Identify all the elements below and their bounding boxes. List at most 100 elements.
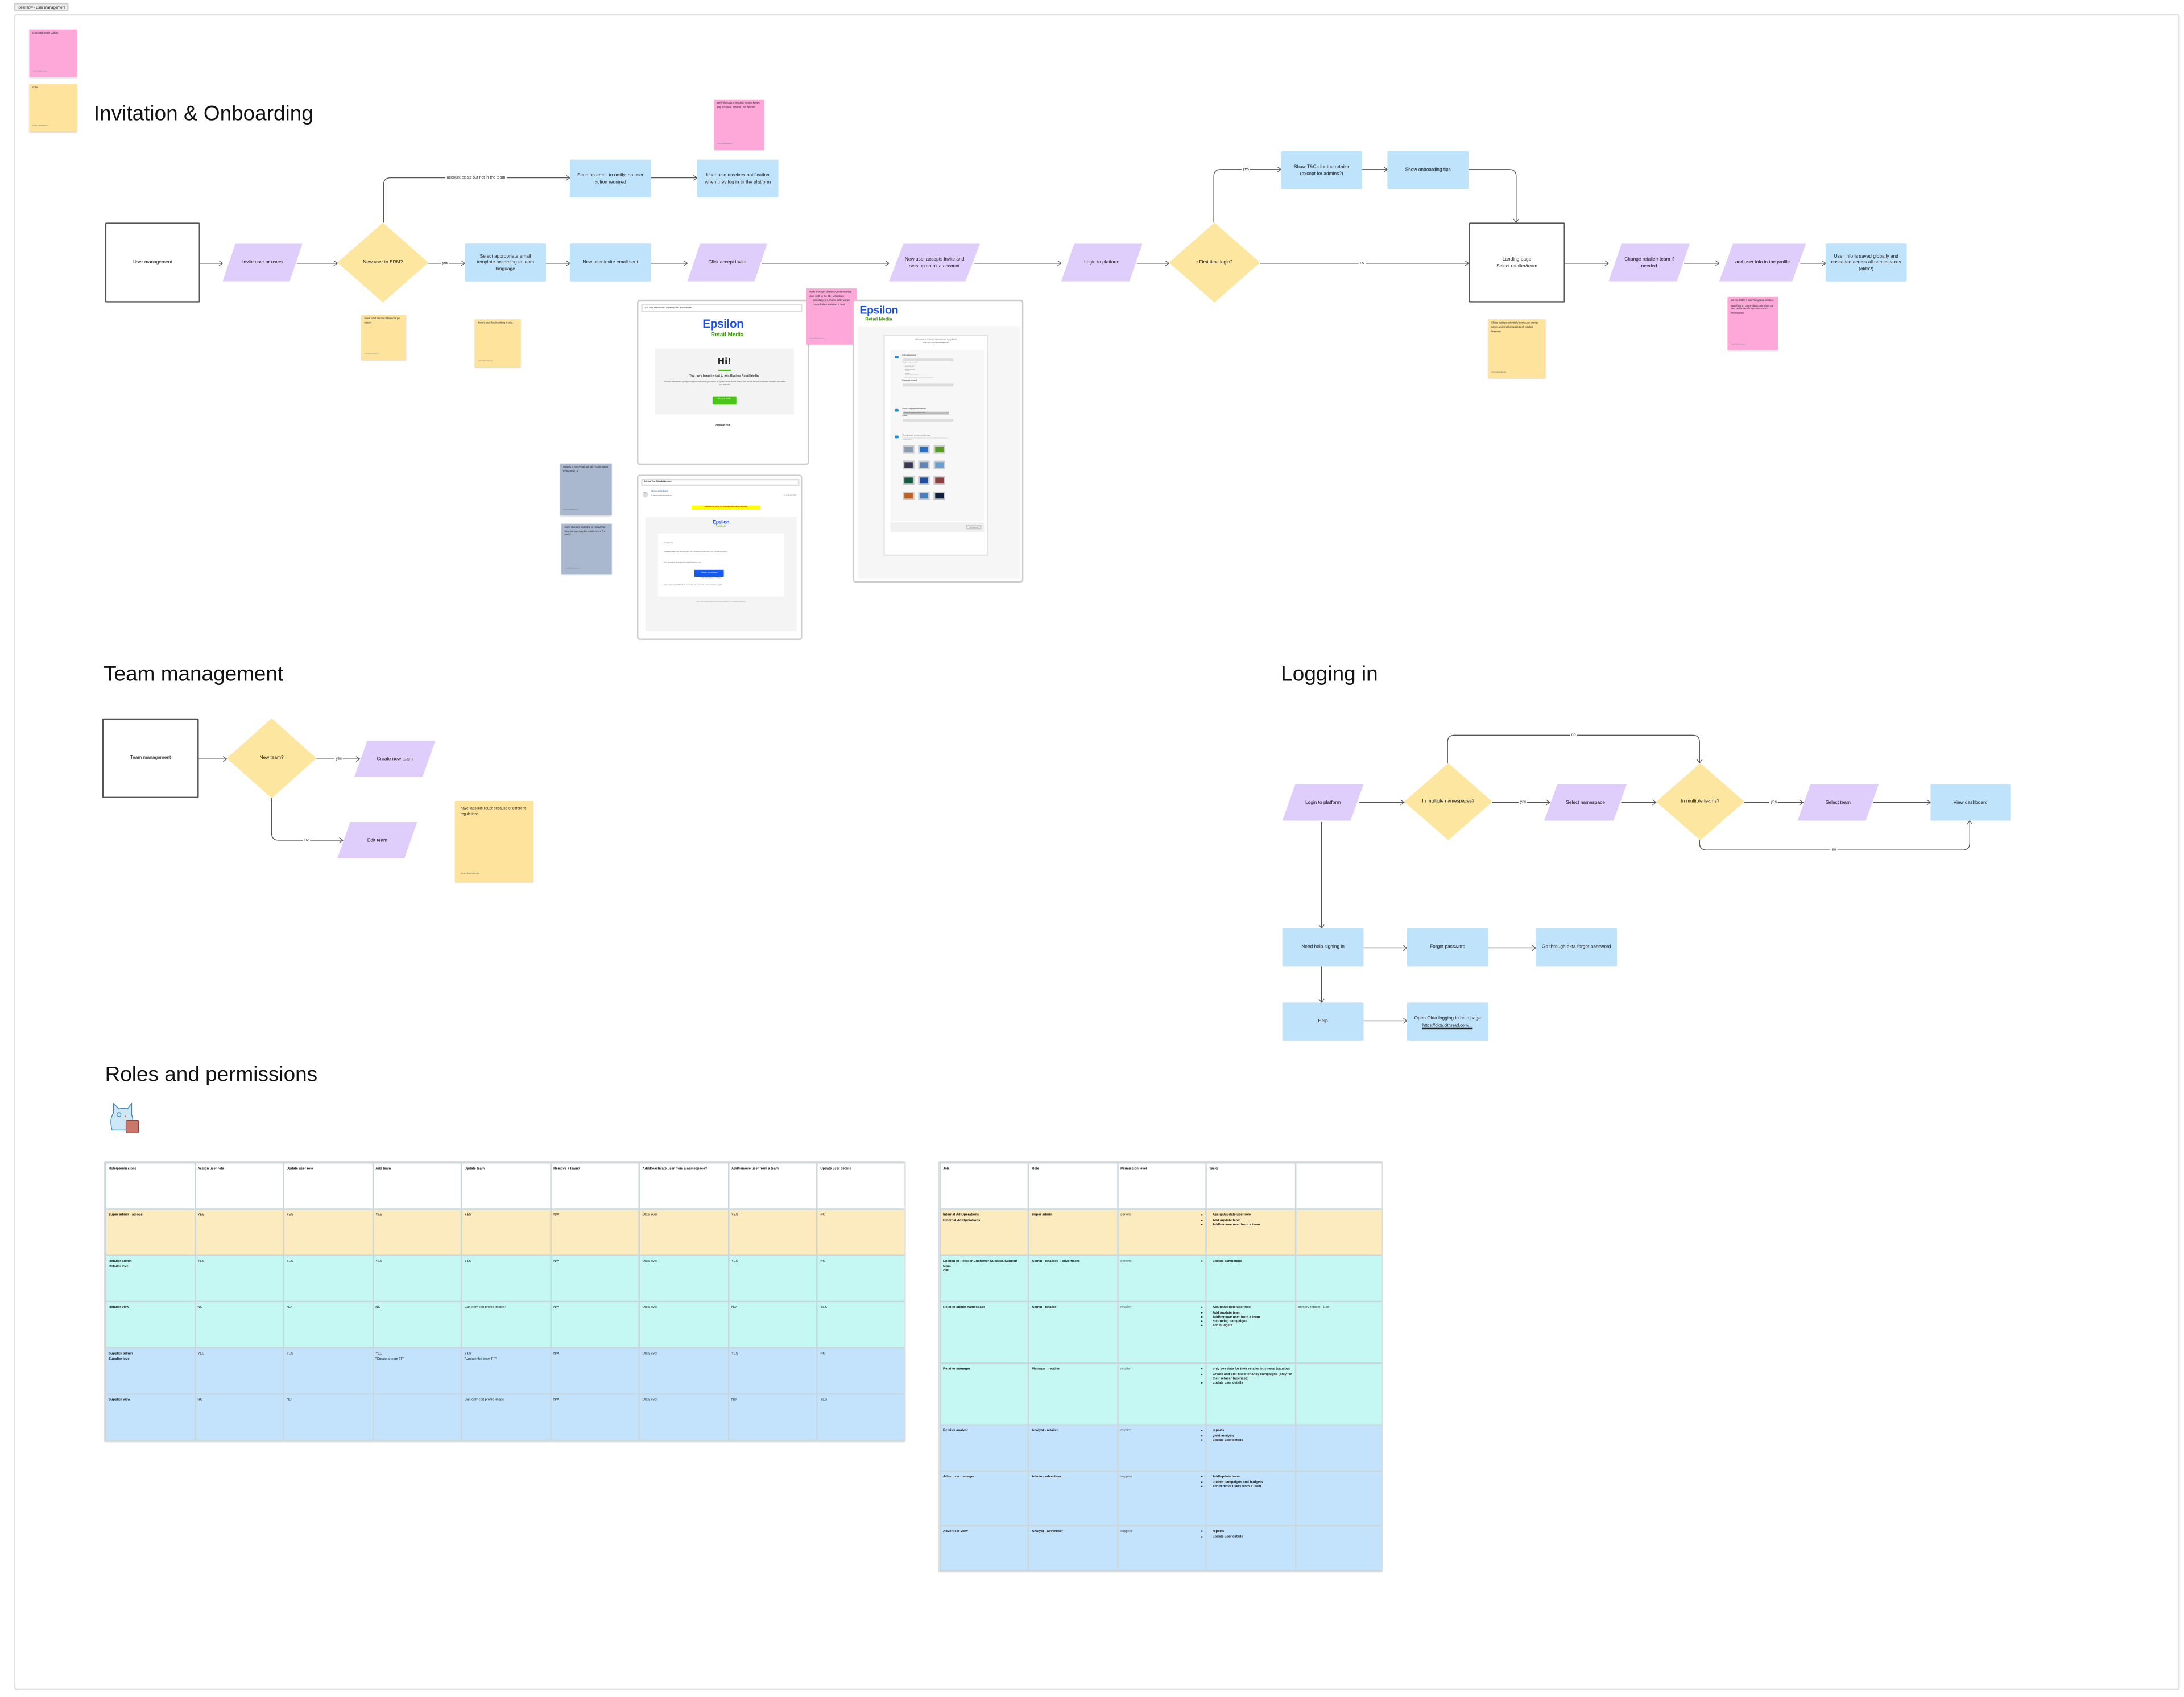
security-image-option[interactable]: [933, 460, 945, 469]
epsilon-logo: Epsilon: [713, 519, 729, 526]
node-user-management[interactable]: User management: [105, 222, 200, 303]
security-image-option[interactable]: [933, 476, 945, 485]
repeat-password-input[interactable]: [902, 383, 953, 387]
permission-cell: YES "Update the team FF": [461, 1347, 552, 1395]
permission-level-cell: retailer: [1116, 1424, 1207, 1472]
security-image-option[interactable]: [917, 491, 930, 500]
node-onboarding-tips[interactable]: Show onboarding tips: [1387, 151, 1469, 189]
sticky-note[interactable]: check with Uncle Callum Anara Davletaliy…: [29, 29, 77, 77]
sender-avatar: CA: [642, 491, 648, 497]
permission-cell: Okta level: [639, 1347, 730, 1395]
security-image-option[interactable]: [933, 491, 945, 500]
answer-input[interactable]: [902, 418, 953, 422]
permission-cell: NO: [194, 1300, 284, 1349]
question-select[interactable]: What is the food you least liked as a ch…: [902, 411, 949, 414]
node-select-namespace[interactable]: Select namespace: [1544, 784, 1627, 821]
sticky-note[interactable]: check what are the differences per retai…: [361, 315, 406, 360]
tasks-list: update campaigns: [1209, 1260, 1292, 1264]
table-row: Super admin - ad ops YES YES YES YES N/A Okta …: [105, 1208, 905, 1256]
permission-cell: Okta level: [639, 1393, 730, 1441]
sticky-note[interactable]: verify if accept is needed? no one knows…: [714, 99, 764, 150]
sticky-note[interactable]: notes Anara Davletaliyeva: [29, 84, 77, 132]
security-image-option[interactable]: [902, 460, 915, 469]
security-image-option[interactable]: [902, 476, 915, 485]
node-show-tcs[interactable]: Show T&Cs for the retailer (except for a…: [1281, 151, 1363, 189]
column-header: Update team: [461, 1162, 552, 1210]
login-connectors: [1322, 734, 1970, 1021]
table-row: Internal Ad Operations External Ad Opera…: [939, 1208, 1382, 1256]
security-image-option[interactable]: [933, 445, 945, 454]
node-login-platform[interactable]: Login to platform: [1282, 784, 1364, 821]
permission-cell: [371, 1393, 462, 1441]
sticky-text: Global settings potentially in okta, eg …: [1491, 322, 1538, 329]
node-add-user-info[interactable]: add user info in the profile: [1719, 243, 1806, 282]
node-okta-help[interactable]: Open Okta logging in help page https://o…: [1407, 1002, 1488, 1041]
edge-label-yes: yes: [334, 756, 344, 761]
node-forget-password[interactable]: Forget password: [1407, 928, 1488, 967]
email-content-panel: Epsilon Retail Media Hi Amy New, Please …: [645, 517, 797, 632]
activate-email-screenshot[interactable]: Activate Your CitrusAd Account CA Citrus…: [636, 474, 803, 640]
sticky-note[interactable]: some changes regarding to Nectar that th…: [561, 523, 612, 575]
permission-cell: N/A: [549, 1393, 640, 1441]
security-image-option[interactable]: [902, 491, 915, 500]
node-help[interactable]: Help: [1282, 1002, 1364, 1041]
security-image-option[interactable]: [917, 476, 930, 485]
sticky-author: Anara Davletaliyeva: [32, 71, 48, 72]
sticky-note[interactable]: store in Okta? it wasn't migrated last t…: [1727, 296, 1778, 350]
create-account-button[interactable]: Create My Account: [966, 524, 982, 530]
node-invite-users[interactable]: Invite user or users: [222, 243, 303, 282]
permission-cell: YES: [727, 1347, 818, 1395]
node-send-email[interactable]: Send an email to notify, no user action …: [569, 159, 651, 198]
node-team-management[interactable]: Team management: [102, 718, 199, 799]
security-image-option[interactable]: [902, 445, 915, 454]
security-image-option[interactable]: [917, 445, 930, 454]
node-landing-page[interactable]: Landing page Select retailer/team: [1469, 222, 1565, 303]
node-select-template[interactable]: Select appropriate email template accord…: [465, 243, 546, 282]
node-click-accept[interactable]: Click accept invite: [687, 243, 767, 282]
task-item: only see data for their retailer busines…: [1213, 1367, 1292, 1372]
node-select-team[interactable]: Select team: [1797, 784, 1879, 821]
node-okta-forget-password[interactable]: Go through okta forget password: [1536, 928, 1618, 967]
greeting: Hi!: [717, 357, 731, 367]
node-notification[interactable]: User also receives notification when the…: [697, 159, 779, 198]
sticky-author: Anara Davletaliyeva: [717, 143, 732, 145]
sticky-note[interactable]: Global settings potentially in okta, eg …: [1488, 319, 1546, 378]
role-cell: Supplier admin Supplier level: [105, 1347, 196, 1395]
sticky-note[interactable]: verify if we can skip the current step t…: [806, 288, 857, 345]
okta-form-steps: Enter new password Password requirements…: [890, 350, 985, 521]
sticky-author: Anara Davletaliyeva: [460, 874, 479, 876]
permission-level-cell: generic: [1116, 1208, 1207, 1256]
sender-name[interactable]: CitrusAd Authentication: [651, 491, 668, 493]
sticky-text: support is removing login with Azure but…: [562, 466, 609, 473]
sticky-text: language: [1491, 331, 1502, 334]
okta-help-link[interactable]: https://okta.citrusad.com/...: [1422, 1021, 1473, 1027]
task-item: reports: [1213, 1530, 1292, 1534]
sticky-text: there is user locale setting in okta: [477, 322, 513, 325]
okta-signup-screenshot[interactable]: Epsilon Retail Media Welcome to Citrus I…: [853, 299, 1024, 583]
new-password-input[interactable]: [902, 357, 953, 361]
node-edit-team[interactable]: Edit team: [337, 821, 417, 858]
frame-tab[interactable]: Ideal flow - user management: [14, 2, 69, 11]
node-login[interactable]: Login to platform: [1061, 243, 1143, 282]
sticky-note[interactable]: have tags like liquor because of differe…: [454, 800, 533, 882]
requirement-item: A symbol: [905, 373, 933, 375]
invite-email-screenshot[interactable]: You have been invited to join Epsilon Re…: [636, 299, 809, 465]
sticky-note[interactable]: there is user locale setting in okta Ana…: [474, 319, 521, 367]
permission-cell: NO: [816, 1208, 905, 1256]
sticky-bullet: potentially yes, maybe entity will be cr…: [813, 300, 854, 307]
node-view-dashboard[interactable]: View dashboard: [1930, 784, 2011, 821]
node-change-retailer[interactable]: Change retailer/ team if needed: [1608, 243, 1690, 282]
edge-label-no: no: [303, 837, 311, 843]
accept-invite-button[interactable]: Accept Invite: [712, 396, 737, 404]
node-create-team[interactable]: Create new team: [354, 741, 436, 778]
security-image-option[interactable]: [917, 460, 930, 469]
node-need-help[interactable]: Need help signing in: [1282, 928, 1364, 967]
sticky-note[interactable]: support is removing login with Azure but…: [560, 463, 612, 515]
edge-label-no: no: [1358, 261, 1366, 266]
activate-account-button[interactable]: Activate Your Account: [694, 569, 724, 576]
node-accepts-invite[interactable]: New user accepts invite and sets up an o…: [889, 243, 981, 282]
node-info-saved[interactable]: User info is saved globally and cascaded…: [1825, 243, 1907, 282]
node-invite-sent[interactable]: New user invite email sent: [569, 243, 651, 282]
